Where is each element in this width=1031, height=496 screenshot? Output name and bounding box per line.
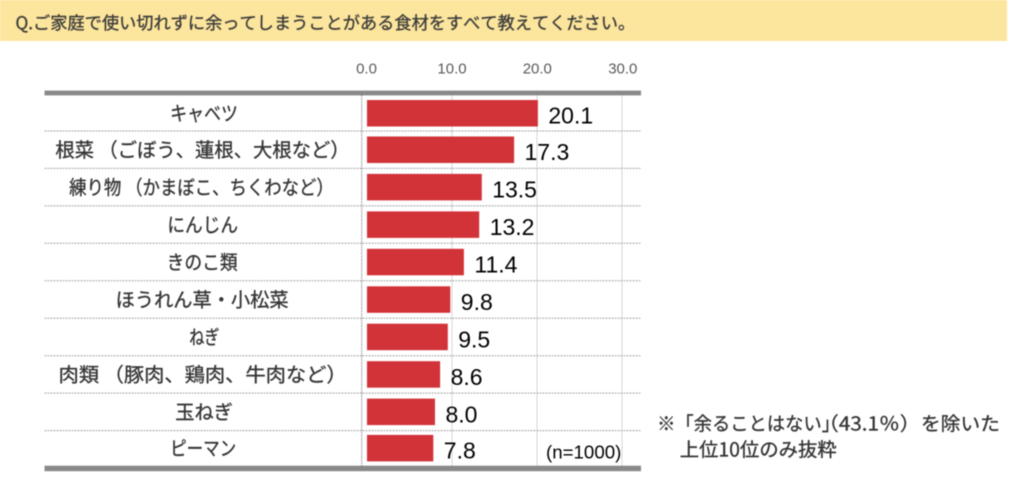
svg-text:8.0: 8.0	[446, 401, 478, 427]
svg-text:(n=1000): (n=1000)	[546, 442, 621, 463]
svg-text:10.0: 10.0	[437, 61, 466, 78]
svg-text:9.5: 9.5	[458, 327, 490, 353]
svg-text:20.0: 20.0	[523, 61, 552, 78]
svg-text:17.3: 17.3	[525, 139, 570, 165]
svg-text:30.0: 30.0	[608, 61, 637, 78]
svg-text:20.1: 20.1	[548, 103, 593, 129]
svg-text:7.8: 7.8	[444, 438, 476, 464]
svg-text:8.6: 8.6	[451, 364, 483, 390]
svg-text:13.2: 13.2	[490, 214, 535, 240]
svg-text:9.8: 9.8	[461, 289, 493, 315]
svg-text:13.5: 13.5	[492, 177, 537, 203]
svg-text:11.4: 11.4	[474, 252, 517, 278]
svg-text:0.0: 0.0	[356, 61, 377, 78]
